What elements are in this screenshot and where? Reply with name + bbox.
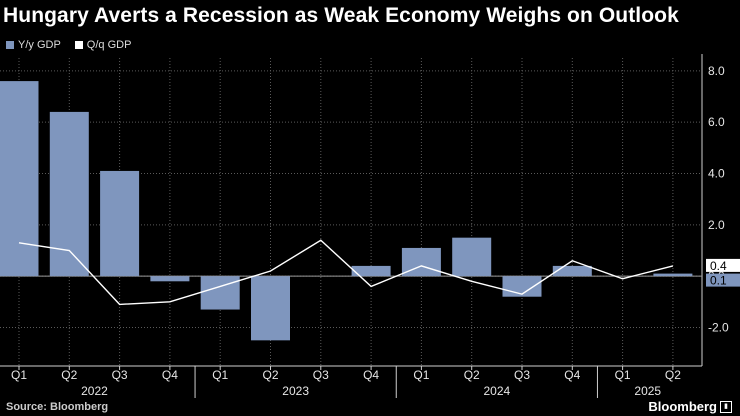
x-tick-label: Q1 [615,368,631,382]
x-tick-label: Q1 [212,368,228,382]
bloomberg-logo: Bloomberg ▮ [648,399,732,414]
bar-yy [200,276,240,310]
bar-yy [351,265,391,277]
bar-yy [552,265,592,277]
x-tick-label: Q2 [665,368,681,382]
x-tick-label: Q1 [11,368,27,382]
y-tick-label: 4.0 [708,167,725,181]
bar-yy [49,111,89,277]
legend-item-qq: Q/q GDP [74,39,132,51]
chart-title: Hungary Averts a Recession as Weak Econo… [3,4,679,27]
x-tick-label: Q3 [514,368,530,382]
x-tick-label: Q4 [363,368,379,382]
legend-swatch-yy [6,41,14,49]
bar-yy [452,237,492,277]
end-label-bg-yy [706,273,740,287]
x-tick-label: Q1 [413,368,429,382]
legend-item-yy: Y/y GDP [6,39,61,51]
y-tick-label: 2.0 [708,218,725,232]
bar-yy [251,276,290,341]
x-tick-label: Q3 [313,368,329,382]
y-tick-label: 6.0 [708,115,725,129]
x-tick-label: Q4 [162,368,178,382]
legend-swatch-qq [74,41,83,49]
legend-label-yy: Y/y GDP [18,39,61,51]
x-tick-label: Q2 [61,368,77,382]
bar-yy [653,273,693,277]
legend-label-qq: Q/q GDP [86,39,132,51]
end-label-qq: 0.4 [710,259,727,273]
bar-yy [0,81,39,277]
end-label-bg-qq [706,258,740,272]
brand-text: Bloomberg [648,399,717,414]
x-tick-label: Q2 [464,368,480,382]
legend: Y/y GDP Q/q GDP [6,39,131,51]
x-year-label: 2023 [282,384,309,398]
source-note: Source: Bloomberg [6,401,109,413]
x-year-label: 2022 [81,384,108,398]
bar-yy [150,276,190,282]
y-tick-label: -2.0 [708,321,729,335]
x-year-label: 2025 [634,384,661,398]
x-tick-label: Q3 [112,368,128,382]
x-tick-label: Q4 [564,368,580,382]
y-tick-label: 8.0 [708,64,725,78]
line-qq [18,239,674,306]
bloomberg-terminal-icon: ▮ [720,400,732,413]
end-label-yy: 0.1 [710,274,727,288]
x-tick-label: Q2 [262,368,278,382]
bar-yy [100,170,140,277]
x-year-label: 2024 [483,384,510,398]
